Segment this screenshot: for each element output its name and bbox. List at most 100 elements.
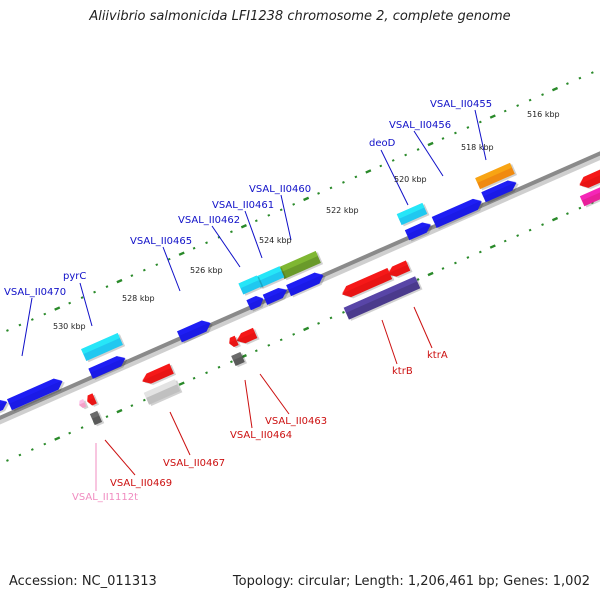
tick-mark	[230, 360, 233, 364]
tick-mark	[541, 93, 544, 96]
gene-label-vsal-ii0455: VSAL_II0455	[430, 99, 492, 110]
tick-mark	[43, 442, 47, 446]
tick-mark	[142, 268, 146, 272]
feature-body	[431, 198, 482, 228]
feature-body	[0, 399, 8, 416]
tick-mark	[30, 318, 34, 321]
feature-highlight	[387, 260, 408, 274]
feature-highlight	[286, 272, 324, 290]
tick-mark	[6, 459, 9, 462]
tick-mark	[317, 322, 320, 325]
accession-text: Accession: NC_011313	[9, 574, 157, 589]
gene-label-vsal-ii0456: VSAL_II0456	[389, 120, 451, 131]
callout-line	[413, 130, 444, 177]
tick-mark	[578, 76, 582, 80]
gene-ktra-red	[387, 260, 413, 278]
tick-mark	[130, 274, 134, 278]
tick-mark	[516, 234, 520, 237]
tick-mark	[329, 316, 333, 320]
feature-body	[579, 165, 600, 188]
tick-mark	[192, 376, 196, 380]
gene-vsal-ii0469	[87, 393, 100, 407]
tick-mark	[489, 244, 496, 249]
tick-mark	[279, 338, 283, 342]
tick-mark	[105, 285, 109, 288]
gene-ktrb-red	[341, 268, 395, 299]
callout-line	[259, 373, 290, 415]
gene-features	[0, 162, 600, 427]
gene-vsal-ii0455	[475, 162, 517, 191]
gene-vsal-ii0469b	[89, 410, 105, 427]
callout-line	[104, 439, 136, 476]
scale-label-522: 522 kbp	[326, 206, 359, 215]
callout-line	[280, 194, 292, 241]
tick-mark	[30, 448, 34, 451]
tick-mark	[551, 86, 559, 92]
feature-highlight	[255, 266, 282, 282]
feature-body	[404, 222, 431, 241]
feature-highlight	[579, 165, 600, 185]
feature-body	[88, 356, 126, 379]
feature-highlight	[341, 268, 390, 294]
tick-mark	[240, 224, 247, 229]
tick-mark	[105, 415, 109, 418]
gene-label-vsal-ii0464: VSAL_II0464	[230, 430, 292, 441]
gene-label-vsal-ii0465: VSAL_II0465	[130, 236, 192, 247]
tick-mark	[205, 371, 208, 375]
feature-highlight	[404, 222, 431, 235]
tick-mark	[54, 306, 61, 311]
gene-label-deod: deoD	[369, 138, 396, 149]
tick-mark	[178, 381, 185, 386]
gene-vsal-ii0461b	[262, 287, 290, 307]
tick-mark	[441, 267, 445, 270]
feature-highlight	[89, 410, 100, 419]
tick-mark	[478, 250, 482, 254]
gene-vsal-ii0470	[7, 378, 65, 412]
gene-label-vsal-ii0470: VSAL_II0470	[4, 287, 66, 298]
tick-mark	[80, 426, 84, 429]
tick-mark	[267, 213, 271, 217]
tick-mark	[43, 312, 47, 316]
feature-highlight	[7, 378, 63, 404]
tick-mark	[329, 186, 333, 190]
tick-mark	[454, 261, 457, 265]
tick-mark	[342, 311, 345, 314]
tick-mark	[528, 228, 532, 232]
gene-edge-magenta	[579, 185, 600, 208]
gene-vsal-ii0465	[177, 320, 213, 344]
gene-label-ktra: ktrA	[427, 350, 448, 361]
gene-vsal-ii0462b	[246, 295, 266, 312]
map-title: Aliivibrio salmonicida LFI1238 chromosom…	[89, 9, 511, 24]
tick-mark	[590, 71, 594, 75]
tick-mark	[279, 208, 283, 212]
callout-line	[21, 297, 33, 357]
feature-highlight	[231, 351, 243, 361]
feature-highlight	[246, 295, 263, 305]
tick-mark	[541, 223, 544, 226]
callout-line	[413, 306, 433, 349]
feature-highlight	[279, 250, 318, 273]
gene-label-vsal-ii0467: VSAL_II0467	[163, 458, 225, 469]
tick-mark	[292, 202, 296, 206]
feature-highlight	[343, 276, 418, 313]
gene-vsal-ii0462	[238, 275, 264, 296]
tick-mark	[93, 290, 96, 294]
tick-mark	[441, 137, 445, 140]
feature-body	[481, 180, 517, 203]
tick-mark	[18, 453, 22, 457]
feature-highlight	[87, 393, 95, 401]
tick-mark	[205, 241, 208, 245]
tick-mark	[230, 230, 233, 234]
tick-mark	[192, 246, 196, 250]
feature-highlight	[177, 320, 211, 337]
feature-highlight	[396, 202, 425, 219]
tick-mark	[130, 404, 134, 408]
callout-line	[169, 411, 191, 456]
tick-mark	[466, 256, 470, 259]
feature-highlight	[238, 275, 259, 289]
gene-pyrc	[81, 332, 126, 363]
feature-highlight	[88, 356, 126, 373]
callout-line	[162, 246, 181, 292]
tick-marks	[6, 71, 594, 462]
